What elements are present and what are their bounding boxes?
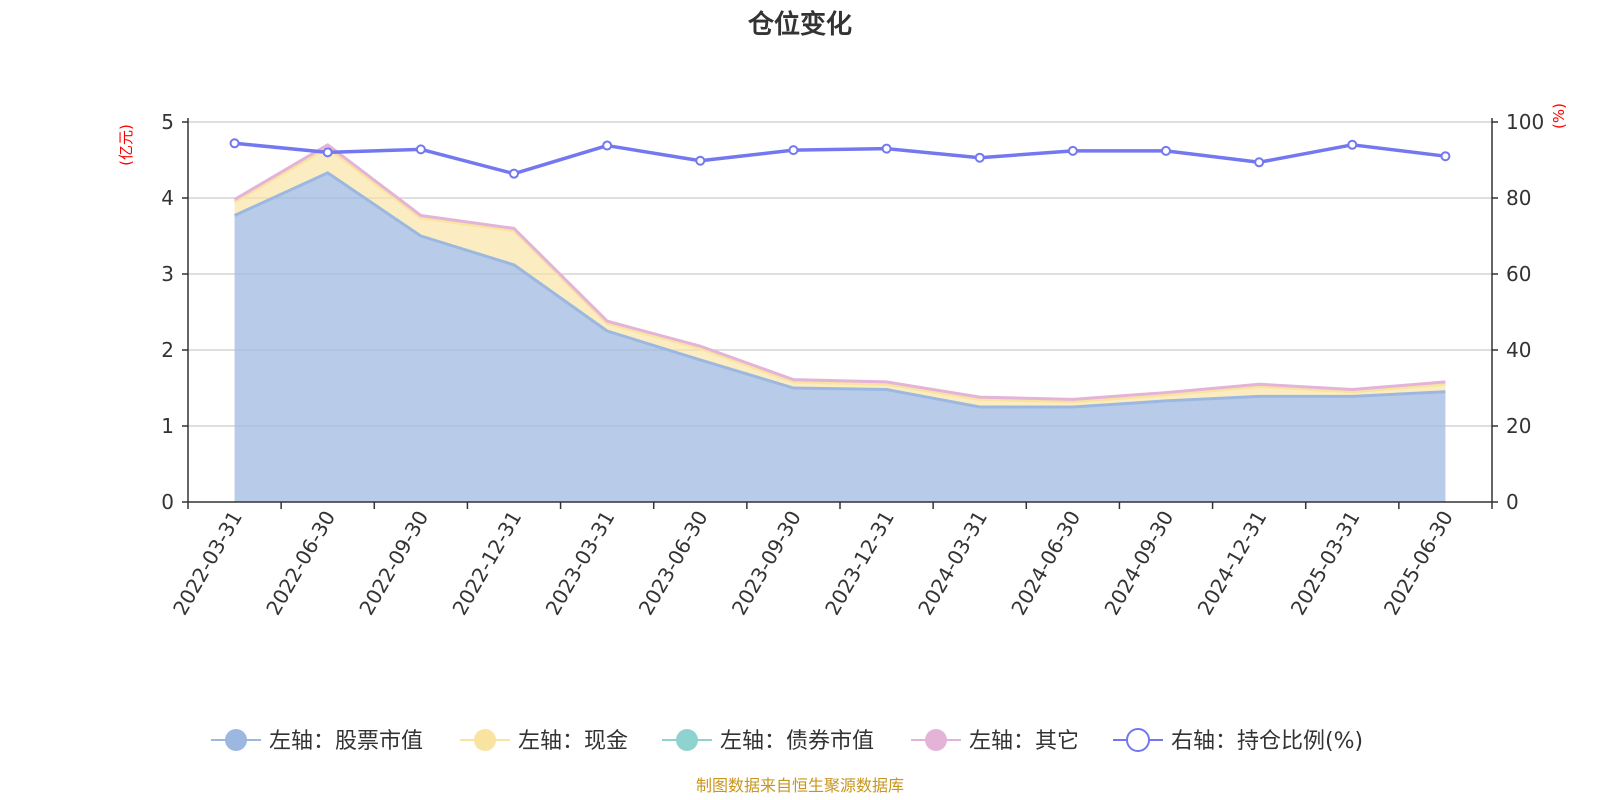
legend-label: 左轴：其它: [969, 729, 1079, 754]
right-tick-label: 60: [1506, 262, 1531, 286]
x-tick-label: 2022-03-31: [168, 507, 247, 620]
legend-label: 右轴：持仓比例(%): [1171, 729, 1363, 754]
series-line-左轴：现金: [233, 146, 1446, 404]
x-tick-label: 2022-12-31: [447, 507, 526, 620]
ratio-point[interactable]: [788, 145, 799, 156]
ratio-point[interactable]: [695, 155, 706, 166]
ratio-line: [234, 141, 1446, 176]
area-左轴：股票市值: [234, 172, 1446, 503]
legend-item[interactable]: 左轴：股票市值: [211, 729, 423, 754]
x-tick-label: 2022-09-30: [354, 507, 433, 620]
right-tick-label: 20: [1506, 414, 1531, 438]
ratio-point[interactable]: [1347, 139, 1358, 150]
x-tick-label: 2023-06-30: [634, 507, 713, 620]
area-左轴：现金: [234, 147, 1446, 407]
series-line-左轴：其它: [233, 143, 1446, 401]
legend-label: 左轴：股票市值: [269, 729, 423, 754]
legend-item[interactable]: 左轴：现金: [460, 729, 628, 754]
ratio-point[interactable]: [1254, 157, 1265, 168]
ratio-point[interactable]: [322, 147, 333, 158]
x-tick-label: 2024-12-31: [1193, 507, 1272, 620]
ratio-point[interactable]: [602, 140, 613, 151]
legend-marker: [925, 729, 947, 751]
legend-label: 左轴：现金: [518, 729, 628, 754]
left-tick-label: 1: [161, 414, 174, 438]
legend-marker: [225, 729, 247, 751]
ratio-point[interactable]: [509, 168, 519, 179]
legend: 左轴：股票市值 左轴：现金 左轴：债券市值 左轴：其它 右轴：持仓比例(%): [211, 728, 1363, 754]
ratio-point[interactable]: [881, 143, 892, 154]
data-source-note: 制图数据来自恒生聚源数据库: [696, 776, 904, 795]
x-tick-label: 2024-03-31: [913, 507, 992, 620]
left-tick-label: 5: [161, 110, 174, 134]
x-tick-label: 2022-06-30: [261, 507, 340, 620]
legend-item[interactable]: 右轴：持仓比例(%): [1113, 728, 1363, 754]
left-tick-label: 4: [161, 186, 174, 210]
left-tick-label: 3: [161, 262, 174, 286]
x-tick-label: 2024-09-30: [1099, 507, 1178, 620]
right-axis-unit: (%): [1550, 103, 1568, 129]
ratio-point[interactable]: [974, 152, 985, 163]
legend-label: 左轴：债券市值: [720, 729, 874, 754]
x-tick-label: 2025-06-30: [1379, 507, 1458, 620]
right-tick-label: 100: [1506, 110, 1544, 134]
x-tick-label: 2023-12-31: [820, 507, 899, 620]
ratio-point[interactable]: [415, 144, 426, 155]
x-tick-label: 2025-03-31: [1286, 507, 1365, 620]
legend-marker: [474, 729, 496, 751]
x-tick-label: 2024-06-30: [1006, 507, 1085, 620]
chart-title: 仓位变化: [747, 9, 852, 40]
right-tick-label: 40: [1506, 338, 1531, 362]
legend-item[interactable]: 左轴：其它: [911, 729, 1079, 754]
left-axis-unit: (亿元): [117, 124, 135, 166]
left-tick-label: 2: [161, 338, 174, 362]
legend-marker: [1126, 728, 1150, 752]
holding-ratio-line: [229, 138, 1451, 179]
left-tick-label: 0: [161, 490, 174, 514]
ratio-point[interactable]: [1440, 151, 1451, 162]
legend-marker: [676, 729, 698, 751]
ratio-point[interactable]: [1161, 145, 1171, 156]
legend-item[interactable]: 左轴：债券市值: [662, 729, 874, 754]
ratio-point[interactable]: [229, 138, 240, 149]
ratio-point[interactable]: [1067, 145, 1078, 156]
right-tick-label: 0: [1506, 490, 1519, 514]
x-tick-label: 2023-09-30: [727, 507, 806, 620]
right-tick-label: 80: [1506, 186, 1531, 210]
x-tick-label: 2023-03-31: [541, 507, 620, 620]
stacked-areas: [233, 143, 1446, 503]
series-line-左轴：股票市值: [233, 171, 1446, 409]
